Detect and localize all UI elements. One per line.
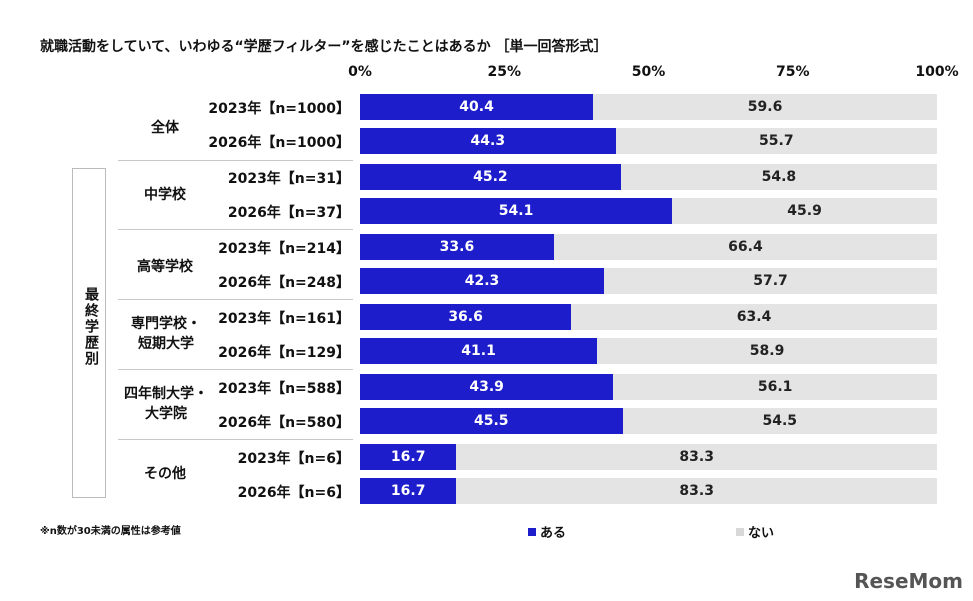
group-label: その他 xyxy=(144,466,186,482)
data-label: 83.3 xyxy=(679,449,714,465)
group-separator xyxy=(118,369,353,370)
data-label: 40.4 xyxy=(459,99,494,115)
data-label: 54.1 xyxy=(498,203,534,219)
row-label: 2026年【n=580】 xyxy=(218,415,350,431)
row-label: 2023年【n=214】 xyxy=(218,241,350,257)
data-label: 59.6 xyxy=(747,99,783,115)
group-label: 中学校 xyxy=(144,187,186,203)
data-label: 16.7 xyxy=(390,483,426,499)
x-tick-label: 25% xyxy=(487,64,522,80)
legend-label-no: ない xyxy=(748,526,775,541)
row-label: 2023年【n=588】 xyxy=(218,381,350,397)
bar-segment-yes: 45.2 xyxy=(360,164,621,190)
data-label: 57.7 xyxy=(753,273,788,289)
x-tick-label: 50% xyxy=(631,64,666,80)
data-label: 54.5 xyxy=(762,413,798,429)
x-tick-label: 75% xyxy=(775,64,810,80)
x-tick-label: 100% xyxy=(915,64,959,80)
bar-segment-no: 45.9 xyxy=(672,198,937,224)
bar-segment-no: 57.7 xyxy=(604,268,937,294)
bar-segment-yes: 40.4 xyxy=(360,94,594,120)
row-label: 2026年【n=37】 xyxy=(227,205,350,221)
row-label: 2026年【n=248】 xyxy=(218,275,350,291)
bar-segment-no: 83.3 xyxy=(456,478,937,504)
data-label: 45.9 xyxy=(787,203,822,219)
row-label: 2026年【n=6】 xyxy=(237,485,350,501)
group-axis-box: 最終学歴別 xyxy=(72,168,106,498)
bar-segment-yes: 44.3 xyxy=(360,128,616,154)
legend-item-no: ない xyxy=(736,522,774,541)
bar-segment-no: 56.1 xyxy=(613,374,937,400)
data-label: 66.4 xyxy=(728,239,763,255)
legend-swatch-yes xyxy=(528,527,536,536)
data-label: 16.7 xyxy=(390,449,426,465)
row-label: 2023年【n=1000】 xyxy=(208,101,350,117)
data-label: 42.3 xyxy=(464,273,500,289)
bar-segment-no: 58.9 xyxy=(597,338,937,364)
bar-segment-no: 63.4 xyxy=(571,304,937,330)
bar-segment-yes: 42.3 xyxy=(360,268,605,294)
bar-segment-yes: 41.1 xyxy=(360,338,598,364)
group-label: 専門学校・ 短期大学 xyxy=(131,316,201,352)
bar-segment-yes: 36.6 xyxy=(360,304,572,330)
bar-segment-yes: 16.7 xyxy=(360,444,457,470)
data-label: 44.3 xyxy=(470,133,506,149)
bar-segment-no: 83.3 xyxy=(456,444,937,470)
group-separator xyxy=(118,299,353,300)
resemom-logo: ReseMom xyxy=(854,569,963,593)
bar-segment-yes: 54.1 xyxy=(360,198,673,224)
legend-item-yes: ある xyxy=(528,522,566,541)
data-label: 83.3 xyxy=(679,483,714,499)
row-label: 2026年【n=1000】 xyxy=(208,135,350,151)
data-label: 63.4 xyxy=(736,309,772,325)
x-tick-label: 0% xyxy=(348,64,372,80)
data-label: 33.6 xyxy=(439,239,475,255)
group-label: 全体 xyxy=(151,120,179,136)
data-label: 56.1 xyxy=(757,379,793,395)
row-label: 2023年【n=161】 xyxy=(218,311,350,327)
data-label: 54.8 xyxy=(761,169,797,185)
group-separator xyxy=(118,439,353,440)
data-label: 36.6 xyxy=(448,309,483,325)
bar-segment-no: 54.5 xyxy=(622,408,937,434)
bar-segment-no: 55.7 xyxy=(615,128,937,154)
group-label: 四年制大学・ 大学院 xyxy=(124,386,208,422)
bar-segment-yes: 33.6 xyxy=(360,234,554,260)
row-label: 2023年【n=31】 xyxy=(227,171,350,187)
group-separator xyxy=(118,229,353,230)
bar-segment-no: 66.4 xyxy=(553,234,937,260)
chart-title: 就職活動をしていて、いわゆる“学歴フィルター”を感じたことはあるか ［単一回答形… xyxy=(40,39,608,55)
row-label: 2023年【n=6】 xyxy=(237,451,350,467)
legend-swatch-no xyxy=(736,527,744,536)
data-label: 45.5 xyxy=(473,413,509,429)
bar-segment-yes: 16.7 xyxy=(360,478,457,504)
bar-segment-no: 54.8 xyxy=(620,164,937,190)
data-label: 45.2 xyxy=(473,169,508,185)
data-label: 41.1 xyxy=(461,343,496,359)
legend-label-yes: ある xyxy=(540,526,567,541)
footnote: ※n数が30未満の属性は参考値 xyxy=(40,526,181,537)
group-separator xyxy=(118,160,353,161)
bar-segment-yes: 45.5 xyxy=(360,408,623,434)
row-label: 2026年【n=129】 xyxy=(218,345,350,361)
data-label: 55.7 xyxy=(759,133,794,149)
data-label: 43.9 xyxy=(469,379,504,395)
bar-segment-no: 59.6 xyxy=(593,94,937,120)
group-label: 高等学校 xyxy=(137,259,193,275)
group-axis-label: 最終学歴別 xyxy=(83,287,99,367)
bar-segment-yes: 43.9 xyxy=(360,374,614,400)
data-label: 58.9 xyxy=(749,343,785,359)
